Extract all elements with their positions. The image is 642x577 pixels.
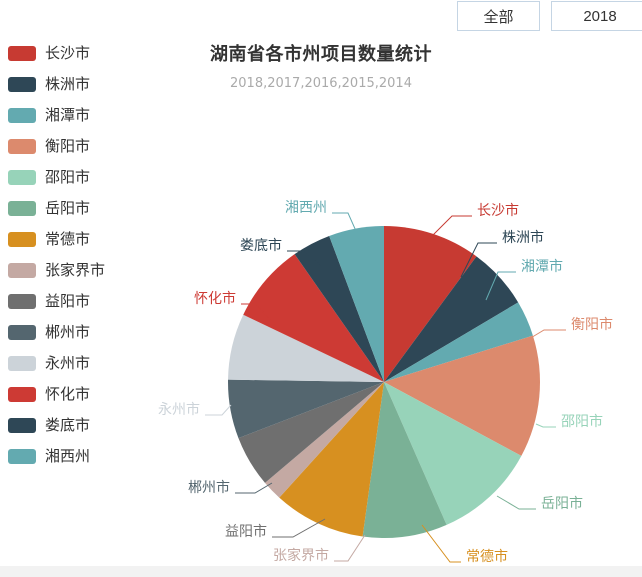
legend-item[interactable]: 永州市 (8, 348, 138, 379)
filter-button-year-label: 2018 (583, 7, 617, 25)
legend-item[interactable]: 怀化市 (8, 379, 138, 410)
legend-item-label: 湘潭市 (45, 106, 91, 124)
chart-legend: 长沙市株洲市湘潭市衡阳市邵阳市岳阳市常德市张家界市益阳市郴州市永州市怀化市娄底市… (8, 38, 138, 472)
pie-slice[interactable] (243, 254, 384, 382)
legend-item[interactable]: 益阳市 (8, 286, 138, 317)
pie-slice-label: 永州市 (158, 401, 200, 418)
chart-subtitle: 2018,2017,2016,2015,2014 (230, 76, 412, 91)
legend-item-label: 邵阳市 (45, 168, 91, 186)
legend-item-label: 岳阳市 (45, 199, 91, 217)
legend-swatch (8, 170, 36, 185)
legend-swatch (8, 325, 36, 340)
legend-item[interactable]: 衡阳市 (8, 131, 138, 162)
pie-slice[interactable] (329, 226, 384, 382)
pie-label-leader-line (235, 482, 273, 494)
pie-label-leader-line (332, 212, 361, 241)
legend-item-label: 衡阳市 (45, 137, 91, 155)
pie-slice-label: 株洲市 (502, 229, 544, 246)
legend-swatch (8, 77, 36, 92)
pie-slice[interactable] (384, 256, 519, 382)
legend-swatch (8, 356, 36, 371)
pie-slice-label: 湘西州 (285, 200, 327, 216)
pie-slice-label: 岳阳市 (541, 495, 583, 512)
pie-label-leader-line (485, 271, 516, 301)
legend-item[interactable]: 株洲市 (8, 69, 138, 100)
pie-slice[interactable] (238, 382, 384, 483)
legend-item[interactable]: 常德市 (8, 224, 138, 255)
pie-slice[interactable] (384, 335, 540, 456)
pie-label-leader-line (496, 495, 536, 510)
bottom-strip (0, 566, 642, 577)
pie-label-leader-line (272, 518, 326, 538)
legend-item-label: 株洲市 (45, 75, 91, 93)
pie-label-leader-line (523, 329, 566, 343)
legend-item-label: 益阳市 (45, 292, 91, 310)
pie-slice-label: 衡阳市 (571, 316, 613, 333)
pie-slice-label: 郴州市 (188, 479, 230, 496)
legend-item[interactable]: 岳阳市 (8, 193, 138, 224)
pie-slice[interactable] (228, 379, 384, 439)
pie-slice-label: 怀化市 (194, 290, 236, 307)
pie-slice-label: 张家界市 (273, 547, 329, 564)
legend-item-label: 娄底市 (45, 416, 91, 434)
pie-slice[interactable] (279, 382, 384, 537)
pie-label-leader-line (205, 404, 232, 416)
legend-item[interactable]: 邵阳市 (8, 162, 138, 193)
pie-slice-label: 益阳市 (225, 523, 267, 540)
legend-swatch (8, 387, 36, 402)
legend-swatch (8, 139, 36, 154)
legend-item[interactable]: 湘西州 (8, 441, 138, 472)
filter-button-all[interactable]: 全部 (457, 1, 540, 31)
legend-item-label: 常德市 (45, 230, 91, 248)
legend-item[interactable]: 娄底市 (8, 410, 138, 441)
legend-item-label: 长沙市 (45, 44, 91, 62)
pie-slice-label: 娄底市 (240, 237, 282, 254)
filter-button-year[interactable]: 2018 (551, 1, 642, 31)
legend-swatch (8, 294, 36, 309)
pie-slice-label: 湘潭市 (521, 258, 563, 275)
legend-swatch (8, 449, 36, 464)
legend-swatch (8, 263, 36, 278)
pie-slice[interactable] (294, 235, 384, 382)
pie-label-leader-line (334, 534, 366, 562)
pie-label-leader-line (241, 303, 272, 322)
legend-swatch (8, 201, 36, 216)
filter-button-all-label: 全部 (483, 8, 514, 26)
pie-slice-label: 常德市 (466, 548, 508, 565)
pie-slice[interactable] (384, 382, 522, 525)
pie-label-leader-line (287, 250, 322, 266)
legend-swatch (8, 108, 36, 123)
pie-label-leader-line (411, 215, 472, 257)
filter-bar: 全部 2018 (0, 0, 642, 33)
pie-label-leader-line (421, 524, 461, 563)
legend-item-label: 湘西州 (45, 447, 91, 465)
pie-slice-label: 长沙市 (477, 202, 519, 219)
legend-item-label: 张家界市 (45, 261, 106, 279)
pie-label-leader-line (535, 423, 556, 428)
chart-title: 湖南省各市州项目数量统计 (210, 44, 432, 65)
pie-slice[interactable] (384, 302, 533, 382)
legend-item-label: 怀化市 (45, 385, 91, 403)
legend-item[interactable]: 湘潭市 (8, 100, 138, 131)
pie-slice[interactable] (228, 314, 384, 382)
pie-slice[interactable] (265, 382, 384, 498)
legend-item-label: 郴州市 (45, 323, 91, 341)
legend-swatch (8, 418, 36, 433)
legend-item-label: 永州市 (45, 354, 91, 372)
pie-slice[interactable] (362, 382, 447, 538)
legend-swatch (8, 232, 36, 247)
legend-item[interactable]: 郴州市 (8, 317, 138, 348)
legend-swatch (8, 46, 36, 61)
pie-label-leader-line (460, 242, 497, 278)
pie-slice-label: 邵阳市 (561, 413, 603, 430)
pie-slice[interactable] (384, 226, 477, 382)
legend-item[interactable]: 张家界市 (8, 255, 138, 286)
legend-item[interactable]: 长沙市 (8, 38, 138, 69)
